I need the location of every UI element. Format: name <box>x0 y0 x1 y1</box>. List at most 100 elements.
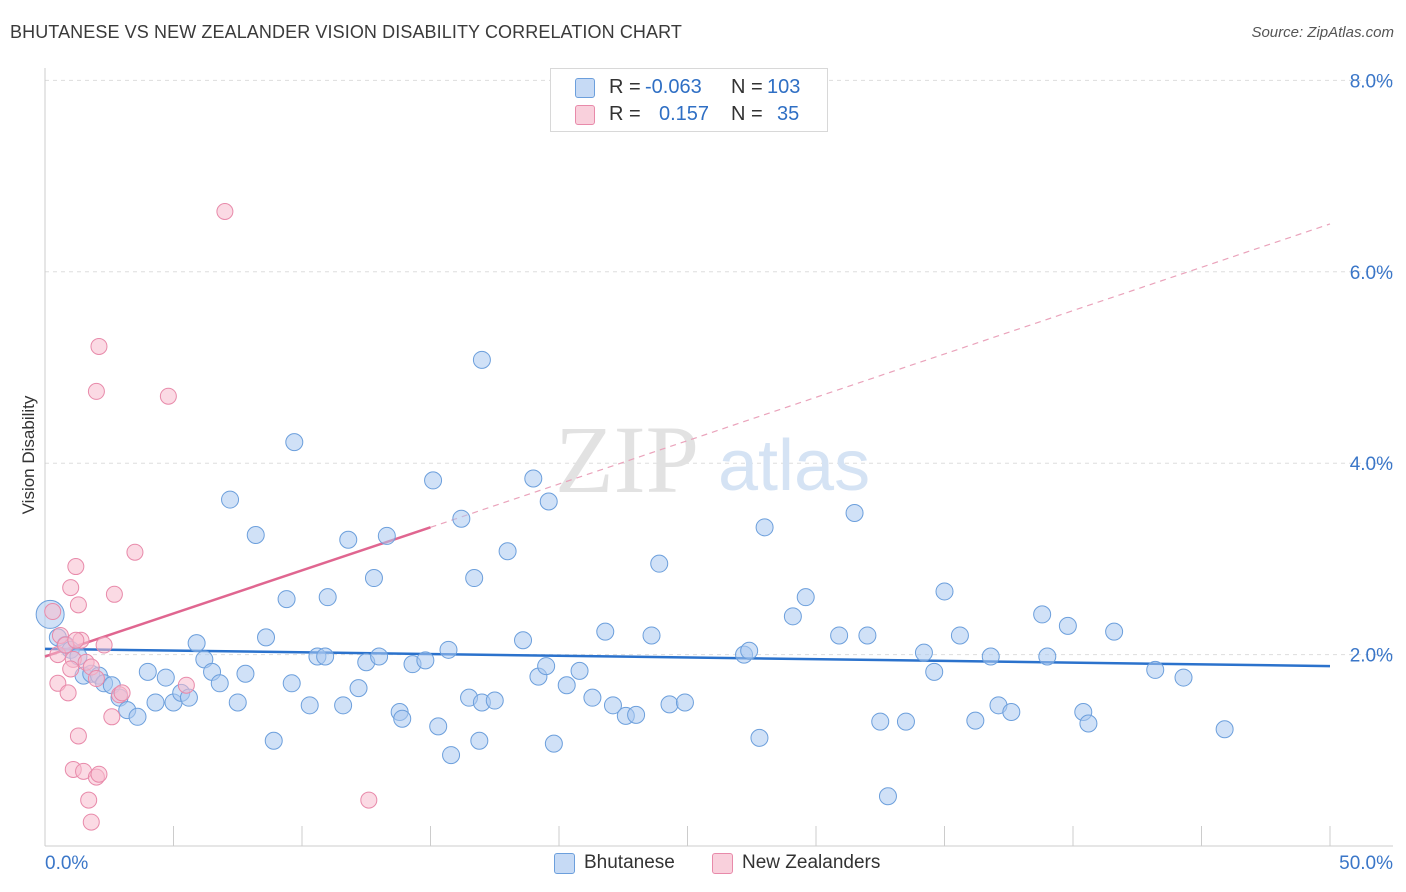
point-bhutanese <box>277 590 296 609</box>
legend-r-label: R = <box>609 76 641 98</box>
watermark-atlas: atlas <box>718 426 870 506</box>
point-bhutanese <box>1105 622 1124 641</box>
point-bhutanese <box>537 657 556 676</box>
point-bhutanese <box>1002 703 1021 722</box>
point-bhutanese <box>339 530 358 549</box>
point-bhutanese <box>871 712 890 731</box>
point-bhutanese <box>755 518 774 537</box>
point-new-zealanders <box>80 791 98 809</box>
point-bhutanese <box>660 695 679 714</box>
point-bhutanese <box>796 588 815 607</box>
point-bhutanese <box>583 688 602 707</box>
point-new-zealanders <box>159 387 177 405</box>
point-bhutanese <box>429 717 448 736</box>
legend-swatch-new-zealanders <box>575 105 595 125</box>
point-new-zealanders <box>126 543 144 561</box>
point-bhutanese <box>627 705 646 724</box>
points-bhutanese <box>35 350 1234 806</box>
point-bhutanese <box>858 626 877 645</box>
trend-new-zealanders-dashed <box>430 223 1331 528</box>
point-bhutanese <box>300 696 319 715</box>
stats-legend: R = -0.063 N = 103 R = 0.157 N = 35 <box>550 68 828 132</box>
axes <box>44 68 1393 847</box>
point-bhutanese <box>472 350 491 369</box>
point-bhutanese <box>210 674 229 693</box>
point-bhutanese <box>377 526 396 545</box>
point-bhutanese <box>257 628 276 647</box>
trend-line-new-zealanders <box>44 223 1331 658</box>
point-new-zealanders <box>95 636 113 654</box>
point-bhutanese <box>514 631 533 650</box>
point-bhutanese <box>544 734 563 753</box>
point-bhutanese <box>740 641 759 660</box>
point-bhutanese <box>416 651 435 670</box>
point-bhutanese <box>465 569 484 588</box>
y-axis-label: Vision Disability <box>19 395 38 514</box>
point-bhutanese <box>442 746 461 765</box>
point-bhutanese <box>557 676 576 695</box>
point-bhutanese <box>675 693 694 712</box>
point-bhutanese <box>603 696 622 715</box>
series-label-bhutanese: Bhutanese <box>584 852 675 873</box>
point-bhutanese <box>1079 714 1098 733</box>
point-bhutanese <box>498 542 517 561</box>
point-bhutanese <box>282 674 301 693</box>
point-bhutanese <box>285 433 304 452</box>
point-bhutanese <box>539 492 558 511</box>
point-bhutanese <box>246 525 265 544</box>
points-new-zealanders <box>44 203 378 831</box>
tick-labels: 2.0% 4.0% 6.0% 8.0% 0.0% 50.0% <box>45 71 1393 874</box>
point-bhutanese <box>1038 647 1057 666</box>
point-new-zealanders <box>59 684 77 702</box>
point-new-zealanders <box>67 631 85 649</box>
point-new-zealanders <box>113 684 131 702</box>
point-bhutanese <box>830 626 849 645</box>
legend-r-value: 0.157 <box>659 103 710 125</box>
point-bhutanese <box>470 731 489 750</box>
point-bhutanese <box>138 662 157 681</box>
y-tick-label-6: 6.0% <box>1350 263 1393 284</box>
point-new-zealanders <box>90 765 108 783</box>
point-bhutanese <box>452 509 471 528</box>
point-bhutanese <box>925 662 944 681</box>
point-new-zealanders <box>87 382 105 400</box>
point-new-zealanders <box>216 203 234 221</box>
point-new-zealanders <box>177 676 195 694</box>
point-bhutanese <box>1174 668 1193 687</box>
y-tick-label-4: 4.0% <box>1350 454 1393 475</box>
point-bhutanese <box>393 709 412 728</box>
series-label-new-zealanders: New Zealanders <box>742 852 881 873</box>
point-bhutanese <box>156 668 175 687</box>
point-bhutanese <box>187 634 206 653</box>
grid-lines <box>45 79 1393 656</box>
x-tick-label-max: 50.0% <box>1339 853 1393 874</box>
point-bhutanese <box>642 626 661 645</box>
chart-title: BHUTANESE VS NEW ZEALANDER VISION DISABI… <box>10 22 682 42</box>
point-new-zealanders <box>82 813 100 831</box>
point-bhutanese <box>1215 720 1234 739</box>
point-new-zealanders <box>62 579 80 597</box>
legend-r-label: R = <box>609 103 641 125</box>
trend-bhutanese-solid <box>44 647 1331 668</box>
source-label: Source: ZipAtlas.com <box>1251 24 1394 41</box>
legend-n-value: 35 <box>777 103 800 125</box>
point-new-zealanders <box>69 727 87 745</box>
point-bhutanese <box>370 647 389 666</box>
watermark-zip: ZIP <box>555 406 699 513</box>
point-new-zealanders <box>67 558 85 576</box>
series-swatch-bhutanese <box>554 853 575 874</box>
point-new-zealanders <box>87 670 105 688</box>
point-bhutanese <box>236 664 255 683</box>
point-bhutanese <box>896 712 915 731</box>
y-tick-label-2: 2.0% <box>1350 646 1393 667</box>
point-bhutanese <box>1033 605 1052 624</box>
point-bhutanese <box>914 643 933 662</box>
point-bhutanese <box>935 582 954 601</box>
point-bhutanese <box>596 622 615 641</box>
trend-line-bhutanese <box>44 647 1331 668</box>
y-tick-label-8: 8.0% <box>1350 71 1393 92</box>
point-new-zealanders <box>62 660 80 678</box>
point-bhutanese <box>570 661 589 680</box>
legend-n-value: 103 <box>767 76 801 98</box>
